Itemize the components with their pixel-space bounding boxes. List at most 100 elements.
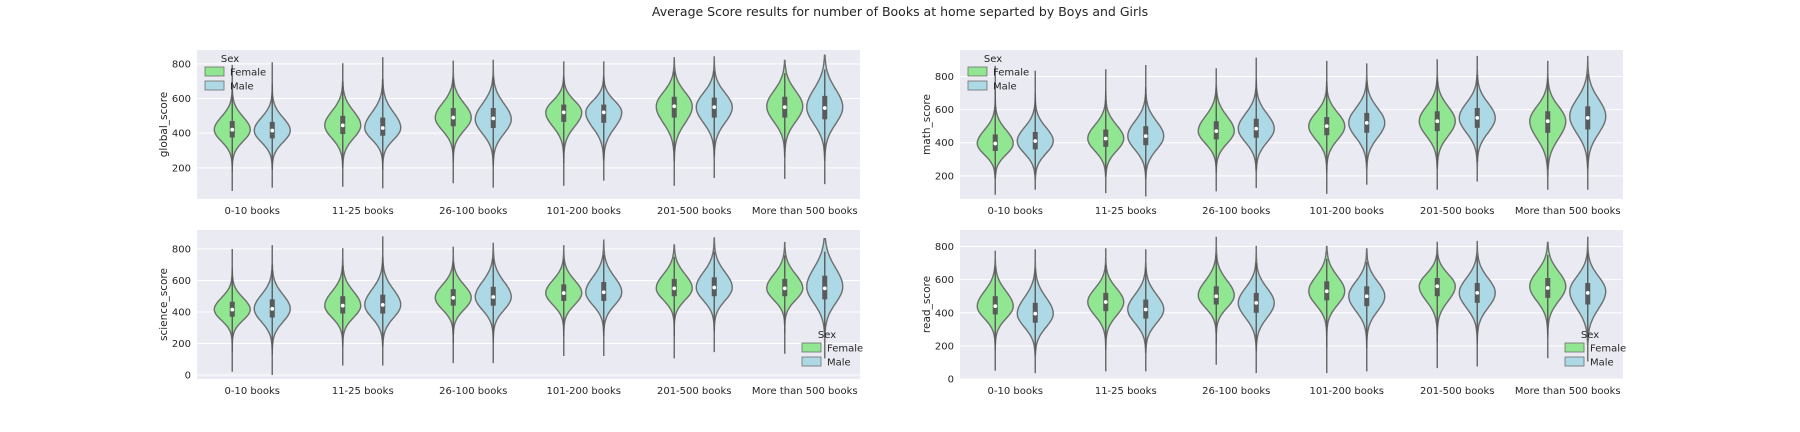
x-tick-label: 101-200 books xyxy=(1309,206,1384,217)
legend-swatch-male xyxy=(967,80,988,91)
violin-median-point xyxy=(782,286,787,291)
x-tick-label: 201-500 books xyxy=(657,386,732,397)
y-tick-label: 400 xyxy=(172,307,191,318)
x-tick-label: 26-100 books xyxy=(439,206,507,217)
panel-science-score: 0 200 400 600 800 science_score 0-10 books 11-2… xyxy=(158,230,863,397)
plot-area xyxy=(960,230,1623,379)
violin-median-point xyxy=(712,285,717,290)
y-axis-label: science_score xyxy=(158,268,170,341)
y-tick-label: 600 xyxy=(172,94,191,105)
x-tick-label: 26-100 books xyxy=(1202,386,1270,397)
y-tick-label: 0 xyxy=(185,371,191,382)
legend-label-male: Male xyxy=(230,82,254,93)
violin-median-point xyxy=(230,307,235,312)
y-axis-label: math_score xyxy=(921,94,933,155)
violin-median-point xyxy=(1214,294,1219,299)
violin-median-point xyxy=(491,116,496,121)
legend-title: Sex xyxy=(1581,330,1599,341)
violin-median-point xyxy=(1033,139,1038,143)
x-tick-label: More than 500 books xyxy=(1515,206,1621,217)
violin-median-point xyxy=(1545,286,1550,290)
legend: Sex Female Male xyxy=(967,54,1029,93)
legend-swatch-female xyxy=(967,66,988,77)
x-tick-label: More than 500 books xyxy=(1515,386,1621,397)
legend: Sex Female Male xyxy=(204,54,266,93)
y-tick-label: 600 xyxy=(935,275,954,286)
legend-label-female: Female xyxy=(230,68,266,79)
y-axis-label: global_score xyxy=(158,92,170,158)
violin-median-point xyxy=(601,110,606,115)
y-tick-label: 800 xyxy=(935,72,954,83)
x-tick-label: 0-10 books xyxy=(988,206,1043,217)
x-tick-label: More than 500 books xyxy=(752,206,858,217)
violin-median-point xyxy=(380,302,385,307)
violin-median-point xyxy=(1475,115,1480,120)
x-tick-label: 26-100 books xyxy=(439,386,507,397)
x-tick-label: 101-200 books xyxy=(546,386,621,397)
violin-median-point xyxy=(1103,300,1108,304)
legend-swatch-female xyxy=(801,342,822,353)
y-tick-label: 400 xyxy=(935,308,954,319)
y-tick-label: 600 xyxy=(172,276,191,287)
violin-median-point xyxy=(601,290,606,295)
x-tick-label: 11-25 books xyxy=(1095,386,1157,397)
x-tick-label: 101-200 books xyxy=(1309,386,1384,397)
x-tick-label: 201-500 books xyxy=(657,206,732,217)
legend-label-female: Female xyxy=(993,68,1029,79)
legend-title: Sex xyxy=(818,330,836,341)
violin-median-point xyxy=(451,115,456,120)
legend-label-male: Male xyxy=(1590,358,1614,369)
y-tick-label: 400 xyxy=(935,138,954,149)
violin-median-point xyxy=(822,106,827,110)
violin-median-point xyxy=(1143,134,1148,138)
violin-median-point xyxy=(1585,115,1590,120)
panel-read-score: 0 200 400 600 800 read_score 0-10 books 11-25 b… xyxy=(921,230,1626,397)
violin-median-point xyxy=(1364,294,1369,299)
legend-title: Sex xyxy=(221,54,239,65)
violin-median-point xyxy=(782,105,787,110)
y-tick-label: 600 xyxy=(935,105,954,116)
y-tick-label: 800 xyxy=(172,59,191,70)
panel-global-score: 200 400 600 800 global_score 0-10 books 11-25 … xyxy=(158,50,860,217)
y-tick-label: 200 xyxy=(935,171,954,182)
violin-median-point xyxy=(1324,124,1329,129)
violin-median-point xyxy=(230,127,235,132)
y-tick-label: 0 xyxy=(948,375,954,386)
legend-label-male: Male xyxy=(993,82,1017,93)
violin-median-point xyxy=(1435,119,1440,124)
y-axis-label: read_score xyxy=(921,276,933,333)
legend-swatch-female xyxy=(204,66,225,77)
violin-median-point xyxy=(340,303,345,308)
violin-median-point xyxy=(1033,311,1038,316)
x-tick-label: 201-500 books xyxy=(1420,206,1495,217)
violin-median-point xyxy=(1254,300,1259,305)
y-tick-label: 200 xyxy=(935,341,954,352)
legend-label-female: Female xyxy=(1590,344,1626,355)
x-tick-label: 0-10 books xyxy=(988,386,1043,397)
x-tick-label: 11-25 books xyxy=(332,206,394,217)
x-tick-label: 0-10 books xyxy=(225,206,280,217)
violin-median-point xyxy=(1364,120,1369,125)
violin-median-point xyxy=(270,128,275,133)
violin-median-point xyxy=(672,286,677,291)
violin-median-point xyxy=(822,286,827,291)
violin-median-point xyxy=(1545,119,1550,124)
violin-median-point xyxy=(1143,307,1148,312)
violin-median-point xyxy=(561,291,566,295)
x-tick-label: 0-10 books xyxy=(225,386,280,397)
x-tick-label: 11-25 books xyxy=(332,386,394,397)
violin-median-point xyxy=(993,141,998,146)
violin-median-point xyxy=(1585,291,1590,295)
violin-median-point xyxy=(1475,291,1480,295)
violin-median-point xyxy=(270,306,275,311)
plot-area xyxy=(197,230,860,379)
violin-median-point xyxy=(451,295,456,300)
violin-median-point xyxy=(340,123,345,128)
violin-median-point xyxy=(491,295,496,299)
violin-median-point xyxy=(712,105,717,110)
legend-swatch-male xyxy=(204,80,225,91)
plot-area xyxy=(960,50,1623,199)
x-tick-label: 26-100 books xyxy=(1202,206,1270,217)
